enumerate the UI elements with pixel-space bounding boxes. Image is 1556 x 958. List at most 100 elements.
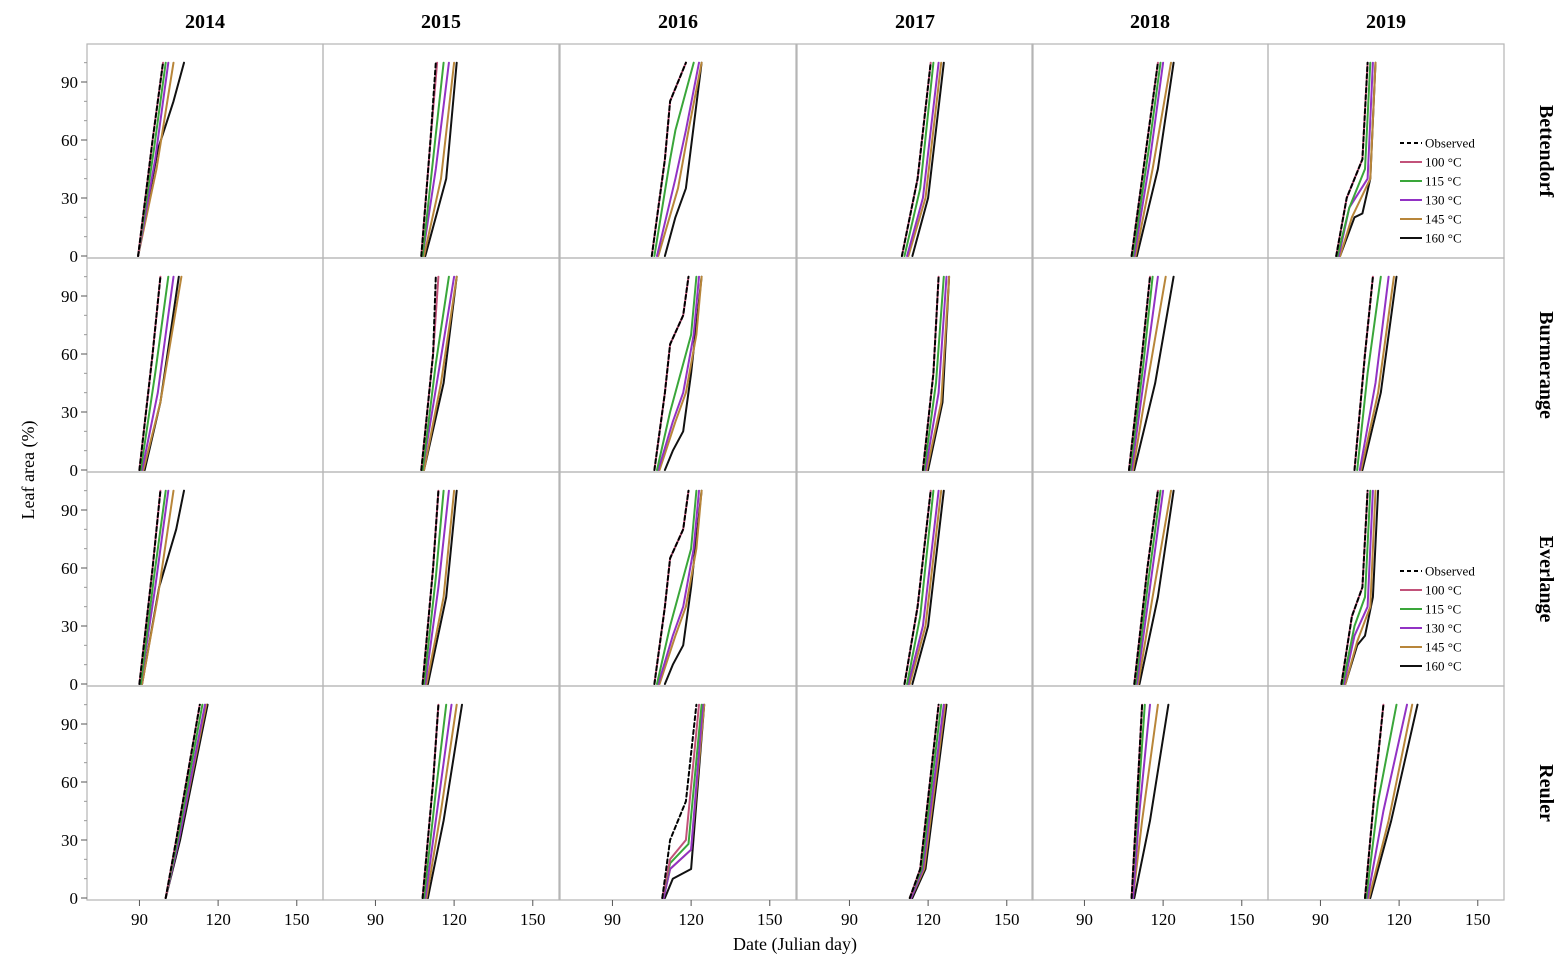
series-line-reuler-2017-observed (908, 703, 940, 899)
series-line-bettendorf-2015-115-c (421, 61, 445, 257)
panel-frame-everlange-2018 (1031, 471, 1269, 687)
series-line-reuler-2016-130-c (662, 703, 704, 899)
series-line-burmerange-2018-130-c (1130, 275, 1159, 471)
series-line-bettendorf-2017-115-c (903, 61, 935, 257)
series-line-burmerange-2018-160-c (1133, 275, 1175, 471)
series-line-everlange-2019-145-c (1344, 489, 1377, 685)
series-line-burmerange-2015-145-c (423, 275, 458, 471)
series-line-bettendorf-2018-130-c (1133, 61, 1165, 257)
y-tick-label-everlange-30: 30 (61, 617, 78, 636)
x-tick-label-2015-150: 150 (520, 910, 546, 929)
series-line-bettendorf-2019-115-c (1336, 61, 1372, 257)
series-line-burmerange-2015-observed (420, 275, 437, 471)
panel-frame-burmerange-2015 (322, 257, 560, 473)
y-tick-label-reuler-60: 60 (61, 773, 78, 792)
series-line-burmerange-2017-145-c (925, 275, 951, 471)
labels-layer: Leaf area (%) Date (Julian day) (18, 421, 857, 955)
series-line-reuler-2015-160-c (426, 703, 463, 899)
series-line-everlange-2019-115-c (1341, 489, 1372, 685)
series-line-everlange-2015-145-c (425, 489, 456, 685)
legend-label-everlange-145-c: 145 °C (1425, 640, 1462, 655)
series-line-everlange-2015-130-c (424, 489, 450, 685)
x-tick-label-2019-150: 150 (1465, 910, 1491, 929)
panel-frame-reuler-2018 (1031, 685, 1269, 901)
y-tick-label-burmerange-60: 60 (61, 345, 78, 364)
row-label-burmerange: Burmerange (1535, 311, 1556, 419)
legend-label-bettendorf-100-c: 100 °C (1425, 155, 1462, 170)
series-line-reuler-2017-160-c (911, 703, 948, 899)
legend-label-bettendorf-160-c: 160 °C (1425, 231, 1462, 246)
series-line-burmerange-2016-100-c (653, 275, 690, 471)
x-tick-label-2017-90: 90 (841, 910, 858, 929)
series-line-burmerange-2019-145-c (1360, 275, 1395, 471)
x-tick-label-2015-120: 120 (441, 910, 467, 929)
year-label-2018: 2018 (1130, 11, 1170, 33)
panel-frame-burmerange-2017 (796, 257, 1034, 473)
series-line-burmerange-2018-115-c (1129, 275, 1154, 471)
series-line-burmerange-2016-observed (653, 275, 690, 471)
series-line-reuler-2018-160-c (1133, 703, 1170, 899)
panel-frame-everlange-2019 (1267, 471, 1505, 687)
legend-label-bettendorf-130-c: 130 °C (1425, 193, 1462, 208)
x-tick-label-2018-150: 150 (1229, 910, 1255, 929)
x-axis-title: Date (Julian day) (733, 934, 857, 955)
series-line-everlange-2014-115-c (139, 489, 167, 685)
series-line-bettendorf-2016-100-c (650, 61, 687, 257)
y-tick-label-everlange-60: 60 (61, 559, 78, 578)
series-line-burmerange-2017-115-c (923, 275, 945, 471)
x-tick-label-2015-90: 90 (367, 910, 384, 929)
series-line-reuler-2018-145-c (1132, 703, 1159, 899)
series-line-bettendorf-2016-145-c (657, 61, 703, 257)
legend-label-everlange-115-c: 115 °C (1425, 602, 1461, 617)
y-tick-label-burmerange-90: 90 (61, 287, 78, 306)
series-line-everlange-2016-115-c (656, 489, 698, 685)
series-line-everlange-2016-observed (653, 489, 690, 685)
series-line-everlange-2015-160-c (426, 489, 458, 685)
y-tick-label-everlange-90: 90 (61, 501, 78, 520)
series-line-bettendorf-2016-130-c (656, 61, 700, 257)
panel-frame-everlange-2015 (322, 471, 560, 687)
series-line-burmerange-2014-130-c (141, 275, 175, 471)
x-tick-label-2016-150: 150 (757, 910, 783, 929)
series-line-bettendorf-2016-observed (650, 61, 687, 257)
series-line-everlange-2018-145-c (1137, 489, 1172, 685)
series-line-bettendorf-2018-115-c (1132, 61, 1162, 257)
series-line-burmerange-2016-115-c (656, 275, 698, 471)
series-line-reuler-2015-145-c (425, 703, 458, 899)
series-line-reuler-2019-115-c (1365, 703, 1398, 899)
series-line-everlange-2016-145-c (658, 489, 703, 685)
y-tick-label-reuler-30: 30 (61, 831, 78, 850)
series-line-reuler-2019-observed (1364, 703, 1385, 899)
panel-frame-bettendorf-2018 (1031, 43, 1269, 259)
series-line-burmerange-2015-130-c (421, 275, 456, 471)
panel-frame-bettendorf-2019 (1267, 43, 1505, 259)
series-line-reuler-2015-115-c (423, 703, 448, 899)
series-line-everlange-2016-100-c (653, 489, 690, 685)
series-line-everlange-2014-145-c (141, 489, 175, 685)
x-tick-label-2017-150: 150 (994, 910, 1020, 929)
series-line-burmerange-2014-observed (138, 275, 162, 471)
panel-frame-bettendorf-2015 (322, 43, 560, 259)
year-label-2019: 2019 (1366, 11, 1406, 33)
series-line-burmerange-2014-145-c (142, 275, 183, 471)
series-line-everlange-2015-observed (421, 489, 440, 685)
series-line-burmerange-2019-115-c (1356, 275, 1382, 471)
series-line-everlange-2019-observed (1340, 489, 1369, 685)
series-line-reuler-2018-130-c (1132, 703, 1151, 899)
series-line-burmerange-2018-observed (1128, 275, 1151, 471)
series-line-everlange-2014-160-c (141, 489, 185, 685)
series-line-everlange-2019-130-c (1343, 489, 1374, 685)
legend-label-everlange-160-c: 160 °C (1425, 659, 1462, 674)
legend-label-everlange-observed: Observed (1425, 564, 1475, 579)
series-line-reuler-2019-145-c (1368, 703, 1414, 899)
panel-frame-reuler-2019 (1267, 685, 1505, 901)
x-tick-label-2017-120: 120 (915, 910, 941, 929)
x-tick-label-2018-120: 120 (1150, 910, 1176, 929)
series-line-bettendorf-2014-observed (137, 61, 164, 257)
series-line-everlange-2015-115-c (423, 489, 445, 685)
series-line-bettendorf-2016-160-c (663, 61, 703, 257)
series-line-burmerange-2017-130-c (924, 275, 948, 471)
series-line-burmerange-2017-observed (921, 275, 940, 471)
series-line-everlange-2017-observed (903, 489, 932, 685)
